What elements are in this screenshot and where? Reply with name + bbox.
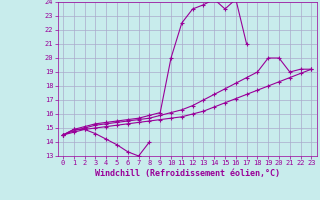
X-axis label: Windchill (Refroidissement éolien,°C): Windchill (Refroidissement éolien,°C) (95, 169, 280, 178)
